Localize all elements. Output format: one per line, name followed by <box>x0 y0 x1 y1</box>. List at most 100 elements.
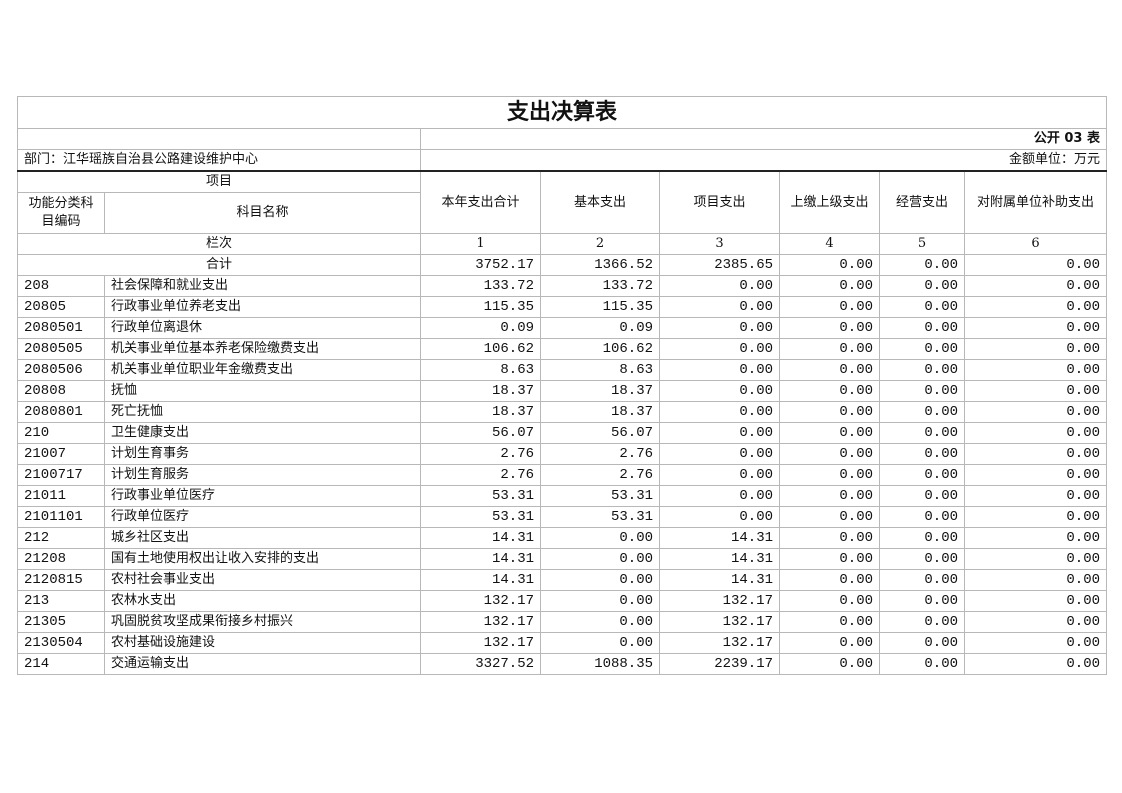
amount-cell: 0.00 <box>963 275 1108 297</box>
amount-cell: 0.00 <box>779 485 880 507</box>
header-subsidy: 对附属单位补助支出 <box>963 170 1108 234</box>
amount-cell: 0.00 <box>963 464 1108 486</box>
amount-cell: 106.62 <box>540 338 660 360</box>
amount-cell: 18.37 <box>540 401 660 423</box>
table-row: 21007 计划生育事务 2.76 2.76 0.00 0.00 0.00 0.00 <box>17 443 1108 465</box>
amount-cell: 115.35 <box>540 296 660 318</box>
subject-name: 农林水支出 <box>104 590 421 612</box>
header-col-index: 栏次 <box>17 233 421 255</box>
col-number: 3 <box>659 233 780 255</box>
subject-code: 20805 <box>17 296 105 318</box>
amount-cell: 0.00 <box>779 548 880 570</box>
table-row: 2080501 行政单位离退休 0.09 0.09 0.00 0.00 0.00 0.00 <box>17 317 1108 339</box>
subject-name: 机关事业单位职业年金缴费支出 <box>104 359 421 381</box>
amount-cell: 0.00 <box>879 590 965 612</box>
subject-name: 行政单位医疗 <box>104 506 421 528</box>
subject-code: 2120815 <box>17 569 105 591</box>
amount-cell: 0.00 <box>779 527 880 549</box>
sum-value: 0.00 <box>879 254 965 276</box>
subject-code: 214 <box>17 653 105 675</box>
amount-cell: 0.00 <box>659 359 780 381</box>
table-row: 21305 巩固脱贫攻坚成果衔接乡村振兴 132.17 0.00 132.17 0.00 0… <box>17 611 1108 633</box>
amount-cell: 0.00 <box>963 401 1108 423</box>
amount-cell: 0.00 <box>540 527 660 549</box>
subject-code: 21007 <box>17 443 105 465</box>
subject-name: 国有土地使用权出让收入安排的支出 <box>104 548 421 570</box>
table-row: 21011 行政事业单位医疗 53.31 53.31 0.00 0.00 0.00 0.00 <box>17 485 1108 507</box>
amount-cell: 0.00 <box>963 443 1108 465</box>
subject-code: 2080801 <box>17 401 105 423</box>
amount-cell: 0.00 <box>879 569 965 591</box>
amount-cell: 0.00 <box>879 611 965 633</box>
subject-code: 2080505 <box>17 338 105 360</box>
amount-cell: 0.00 <box>540 590 660 612</box>
amount-cell: 56.07 <box>540 422 660 444</box>
amount-cell: 0.00 <box>779 422 880 444</box>
sum-value: 0.00 <box>779 254 880 276</box>
subject-code: 2080501 <box>17 317 105 339</box>
amount-cell: 0.00 <box>963 338 1108 360</box>
amount-cell: 0.00 <box>779 401 880 423</box>
amount-cell: 132.17 <box>659 590 780 612</box>
subject-code: 2130504 <box>17 632 105 654</box>
table-row: 2130504 农村基础设施建设 132.17 0.00 132.17 0.00 0.00 0… <box>17 632 1108 654</box>
amount-cell: 8.63 <box>420 359 541 381</box>
amount-cell: 0.00 <box>779 317 880 339</box>
amount-cell: 0.00 <box>879 338 965 360</box>
header-item: 项目 <box>17 170 421 193</box>
subject-code: 21208 <box>17 548 105 570</box>
table-number: 公开 03 表 <box>419 128 1108 150</box>
amount-cell: 0.00 <box>963 653 1108 675</box>
amount-cell: 0.00 <box>879 464 965 486</box>
department-label: 部门：江华瑶族自治县公路建设维护中心 <box>17 149 421 172</box>
amount-cell: 0.00 <box>779 590 880 612</box>
amount-cell: 18.37 <box>540 380 660 402</box>
col-number: 6 <box>963 233 1108 255</box>
amount-cell: 132.17 <box>659 611 780 633</box>
amount-cell: 0.00 <box>779 380 880 402</box>
amount-cell: 0.00 <box>779 632 880 654</box>
subject-code: 2100717 <box>17 464 105 486</box>
table-row: 20805 行政事业单位养老支出 115.35 115.35 0.00 0.00 0.00 0… <box>17 296 1108 318</box>
amount-cell: 0.00 <box>540 632 660 654</box>
amount-cell: 1088.35 <box>540 653 660 675</box>
amount-cell: 0.09 <box>420 317 541 339</box>
table-row: 214 交通运输支出 3327.52 1088.35 2239.17 0.00 0.00 0.… <box>17 653 1108 675</box>
amount-cell: 0.00 <box>659 464 780 486</box>
subject-name: 机关事业单位基本养老保险缴费支出 <box>104 338 421 360</box>
subject-name: 农村社会事业支出 <box>104 569 421 591</box>
amount-cell: 0.00 <box>963 506 1108 528</box>
table-row: 210 卫生健康支出 56.07 56.07 0.00 0.00 0.00 0.00 <box>17 422 1108 444</box>
subject-name: 巩固脱贫攻坚成果衔接乡村振兴 <box>104 611 421 633</box>
header-basic: 基本支出 <box>540 170 660 234</box>
amount-cell: 0.00 <box>963 632 1108 654</box>
header-business: 经营支出 <box>879 170 965 234</box>
amount-cell: 0.00 <box>659 422 780 444</box>
amount-cell: 0.00 <box>540 548 660 570</box>
amount-cell: 0.00 <box>963 422 1108 444</box>
page-title: 支出决算表 <box>16 96 1108 129</box>
amount-cell: 14.31 <box>420 548 541 570</box>
amount-cell: 0.00 <box>879 380 965 402</box>
unit-label: 金额单位：万元 <box>419 149 1108 172</box>
amount-cell: 0.00 <box>659 296 780 318</box>
amount-cell: 2.76 <box>420 443 541 465</box>
subject-name: 抚恤 <box>104 380 421 402</box>
amount-cell: 132.17 <box>420 632 541 654</box>
subject-name: 农村基础设施建设 <box>104 632 421 654</box>
amount-cell: 0.00 <box>659 275 780 297</box>
table-row: 2120815 农村社会事业支出 14.31 0.00 14.31 0.00 0.00 0.0… <box>17 569 1108 591</box>
amount-cell: 14.31 <box>420 527 541 549</box>
table-row: 2080801 死亡抚恤 18.37 18.37 0.00 0.00 0.00 0.00 <box>17 401 1108 423</box>
amount-cell: 3327.52 <box>420 653 541 675</box>
amount-cell: 0.00 <box>779 443 880 465</box>
subject-name: 死亡抚恤 <box>104 401 421 423</box>
amount-cell: 0.00 <box>779 653 880 675</box>
amount-cell: 0.00 <box>879 296 965 318</box>
amount-cell: 0.00 <box>963 380 1108 402</box>
amount-cell: 8.63 <box>540 359 660 381</box>
amount-cell: 2.76 <box>540 464 660 486</box>
col-number: 1 <box>420 233 541 255</box>
header-total: 本年支出合计 <box>420 170 541 234</box>
amount-cell: 0.00 <box>659 380 780 402</box>
